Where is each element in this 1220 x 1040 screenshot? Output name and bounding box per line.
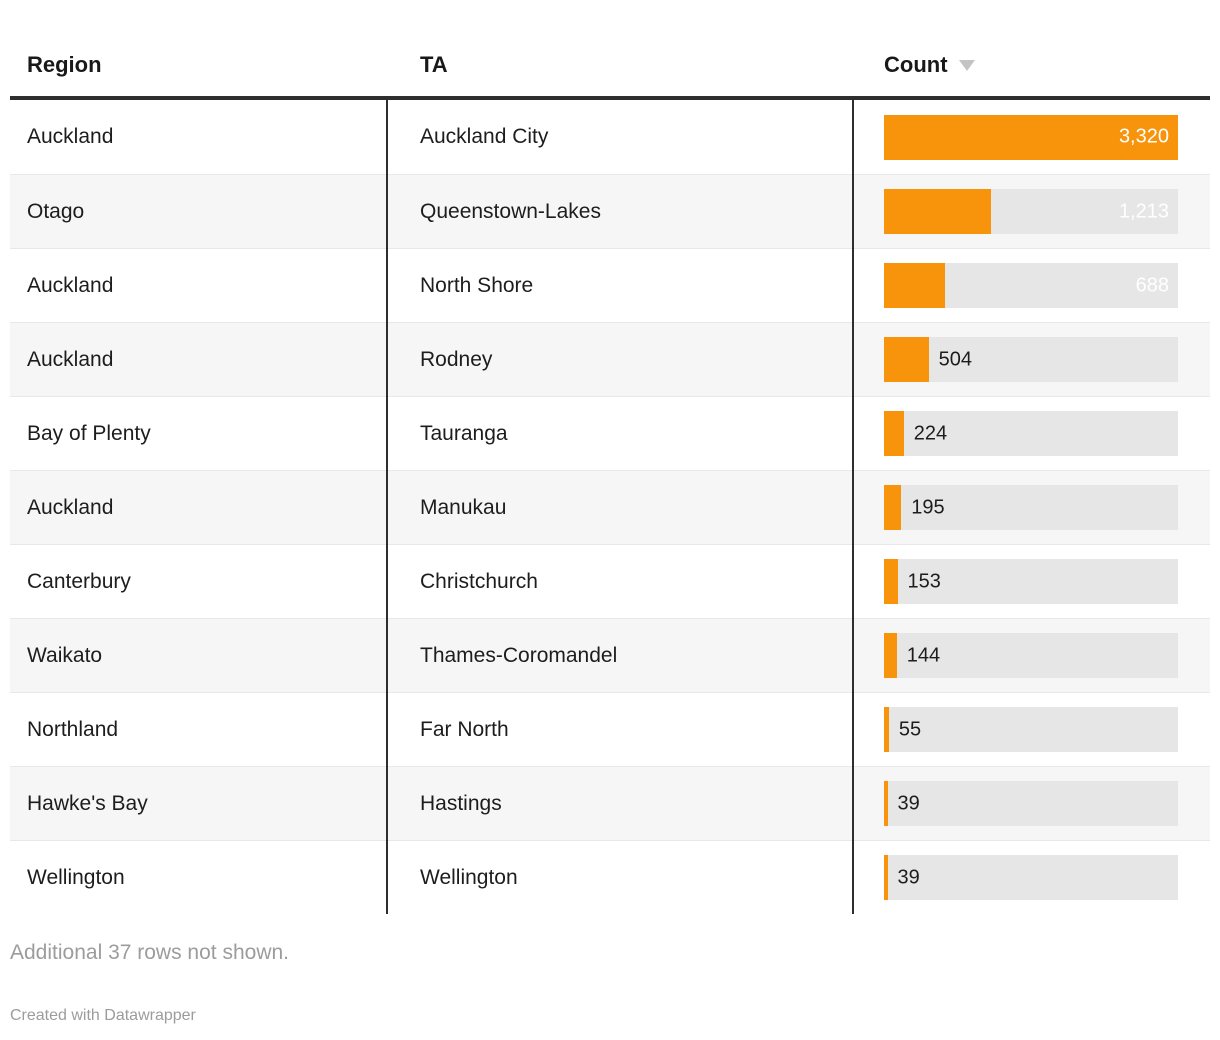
count-bar-track: 688 bbox=[884, 263, 1178, 308]
ta-cell: Christchurch bbox=[420, 569, 538, 593]
count-label: 224 bbox=[913, 422, 948, 444]
region-cell: Hawke's Bay bbox=[27, 791, 148, 815]
column-header-region[interactable]: Region bbox=[27, 52, 102, 77]
table-row: Auckland Rodney 504 bbox=[10, 322, 1210, 396]
table-row: Wellington Wellington 39 bbox=[10, 840, 1210, 914]
region-cell: Auckland bbox=[27, 495, 114, 519]
count-bar-track: 504 bbox=[884, 337, 1178, 382]
column-header-count-label: Count bbox=[884, 52, 948, 77]
region-cell: Auckland bbox=[27, 347, 114, 371]
count-cell: 39 bbox=[852, 841, 1210, 914]
count-label: 39 bbox=[897, 866, 920, 888]
table-row: Auckland Manukau 195 bbox=[10, 470, 1210, 544]
region-cell: Wellington bbox=[27, 865, 125, 889]
ta-cell: Far North bbox=[420, 717, 509, 741]
count-label: 504 bbox=[938, 348, 972, 370]
column-header-count[interactable]: Count bbox=[852, 52, 1210, 78]
count-bar bbox=[884, 337, 929, 382]
region-cell: Bay of Plenty bbox=[27, 421, 151, 445]
ta-cell: Manukau bbox=[420, 495, 507, 519]
ta-cell: Auckland City bbox=[420, 125, 549, 148]
count-cell: 688 bbox=[852, 249, 1210, 322]
column-header-ta[interactable]: TA bbox=[420, 52, 448, 77]
count-cell: 504 bbox=[852, 323, 1210, 396]
table-row: Bay of Plenty Tauranga 224 bbox=[10, 396, 1210, 470]
ta-cell: Rodney bbox=[420, 347, 493, 371]
count-bar-track: 224 bbox=[884, 411, 1178, 456]
ta-cell: Thames-Coromandel bbox=[420, 643, 618, 667]
count-cell: 1,213 bbox=[852, 175, 1210, 248]
count-label: 55 bbox=[898, 718, 922, 740]
ta-cell: Tauranga bbox=[420, 421, 508, 445]
count-bar bbox=[884, 411, 904, 456]
count-bar bbox=[884, 114, 1178, 160]
region-cell: Northland bbox=[27, 717, 119, 741]
count-bar bbox=[884, 189, 992, 234]
count-label: 39 bbox=[897, 792, 920, 814]
count-cell: 224 bbox=[852, 397, 1210, 470]
table-row: Waikato Thames-Coromandel 144 bbox=[10, 618, 1210, 692]
column-divider-region-ta bbox=[386, 100, 388, 914]
count-label: 153 bbox=[907, 570, 941, 592]
count-label: 195 bbox=[911, 496, 945, 518]
ta-cell: Hastings bbox=[420, 791, 502, 815]
count-bar-track: 3,320 bbox=[884, 114, 1178, 160]
ta-cell: North Shore bbox=[420, 273, 534, 297]
count-bar bbox=[884, 855, 888, 900]
ta-cell: Queenstown-Lakes bbox=[420, 199, 601, 223]
count-cell: 153 bbox=[852, 545, 1210, 618]
sort-desc-icon bbox=[958, 59, 975, 71]
count-label: 1,213 bbox=[1118, 200, 1169, 222]
table-row: Canterbury Christchurch 153 bbox=[10, 544, 1210, 618]
table-row: Otago Queenstown-Lakes 1,213 bbox=[10, 174, 1210, 248]
region-cell: Waikato bbox=[27, 643, 103, 667]
count-cell: 3,320 bbox=[852, 100, 1210, 174]
count-bar bbox=[884, 633, 897, 678]
column-divider-ta-count bbox=[852, 100, 854, 914]
datawrapper-attribution: Created with Datawrapper bbox=[10, 1007, 196, 1024]
count-bar bbox=[884, 559, 898, 604]
table-row: Auckland North Shore 688 bbox=[10, 248, 1210, 322]
region-cell: Auckland bbox=[27, 125, 114, 148]
count-bar bbox=[884, 781, 888, 826]
count-bar-track: 195 bbox=[884, 485, 1178, 530]
count-cell: 39 bbox=[852, 767, 1210, 840]
rows-not-shown-note: Additional 37 rows not shown. bbox=[10, 941, 289, 964]
count-cell: 144 bbox=[852, 619, 1210, 692]
count-bar-track: 39 bbox=[884, 855, 1178, 900]
table-row: Hawke's Bay Hastings 39 bbox=[10, 766, 1210, 840]
count-bar bbox=[884, 707, 889, 752]
count-bar bbox=[884, 263, 945, 308]
count-cell: 55 bbox=[852, 693, 1210, 766]
table-header-row: Region TA Count bbox=[10, 0, 1210, 100]
count-bar bbox=[884, 485, 902, 530]
count-label: 688 bbox=[1135, 274, 1169, 296]
region-cell: Otago bbox=[27, 199, 85, 223]
count-bar-track: 55 bbox=[884, 707, 1178, 752]
count-cell: 195 bbox=[852, 471, 1210, 544]
count-label: 144 bbox=[906, 644, 941, 666]
count-bar-track: 39 bbox=[884, 781, 1178, 826]
count-bar-track: 1,213 bbox=[884, 189, 1178, 234]
table-body: Auckland Auckland City 3,320 Otago Queen… bbox=[10, 100, 1210, 914]
count-label: 3,320 bbox=[1118, 125, 1169, 148]
count-bar-track: 144 bbox=[884, 633, 1178, 678]
region-cell: Canterbury bbox=[27, 569, 131, 593]
ta-cell: Wellington bbox=[420, 865, 518, 889]
table-row: Auckland Auckland City 3,320 bbox=[10, 100, 1210, 174]
table-row: Northland Far North 55 bbox=[10, 692, 1210, 766]
count-bar-track: 153 bbox=[884, 559, 1178, 604]
region-cell: Auckland bbox=[27, 273, 114, 297]
